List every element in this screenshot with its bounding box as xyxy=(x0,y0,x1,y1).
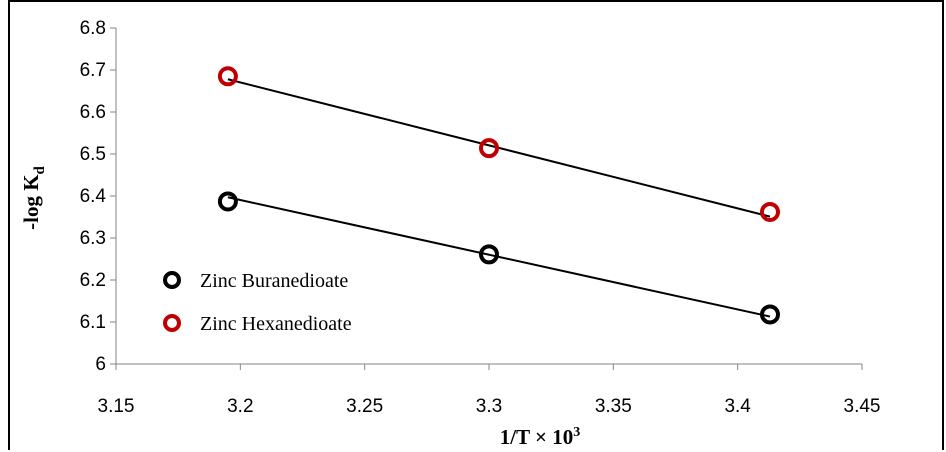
x-axis-title-main: 1/T × 10 xyxy=(500,425,573,449)
data-point-series-0 xyxy=(220,193,236,209)
legend: Zinc Buranedioate Zinc Hexanedioate xyxy=(165,270,352,335)
y-tick-label: 6.7 xyxy=(80,60,106,81)
x-tick-label: 3.25 xyxy=(346,396,383,417)
y-axis-title: -log Kd xyxy=(19,165,48,229)
y-tick-label: 6.1 xyxy=(80,312,106,333)
y-tick-label: 6.2 xyxy=(80,270,106,291)
x-tick-label: 3.35 xyxy=(595,396,632,417)
x-tick-label: 3.4 xyxy=(724,396,751,417)
y-axis-title-main: -log K xyxy=(19,174,43,230)
x-tick-label: 3.45 xyxy=(844,396,881,417)
y-tick-label: 6.4 xyxy=(80,186,107,207)
x-axis-title: 1/T × 103 xyxy=(500,425,580,449)
x-tick-label: 3.2 xyxy=(227,396,253,417)
x-tick-label: 3.15 xyxy=(98,396,135,417)
legend-marker-buranedioate xyxy=(165,273,179,287)
y-tick-label: 6.8 xyxy=(80,18,106,39)
data-point-series-1 xyxy=(762,204,778,220)
legend-marker-hexanedioate xyxy=(165,316,179,330)
y-axis: 6 6.1 6.2 6.3 6.4 6.5 6.6 6.7 6.8 xyxy=(80,18,116,375)
y-axis-title-sub: d xyxy=(32,165,48,174)
data-point-series-1 xyxy=(481,140,497,156)
y-tick-label: 6.3 xyxy=(80,228,106,249)
y-tick-label: 6.6 xyxy=(80,102,106,123)
y-tick-label: 6 xyxy=(95,354,106,375)
x-axis: 3.15 3.2 3.25 3.3 3.35 3.4 3.45 xyxy=(98,364,881,417)
x-tick-label: 3.3 xyxy=(476,396,502,417)
trendline-series-0 xyxy=(228,197,770,316)
y-tick-label: 6.5 xyxy=(80,144,106,165)
data-point-series-1 xyxy=(220,68,236,84)
legend-label-buranedioate: Zinc Buranedioate xyxy=(200,270,348,292)
legend-label-hexanedioate: Zinc Hexanedioate xyxy=(200,313,352,335)
x-axis-title-sup: 3 xyxy=(573,425,580,440)
